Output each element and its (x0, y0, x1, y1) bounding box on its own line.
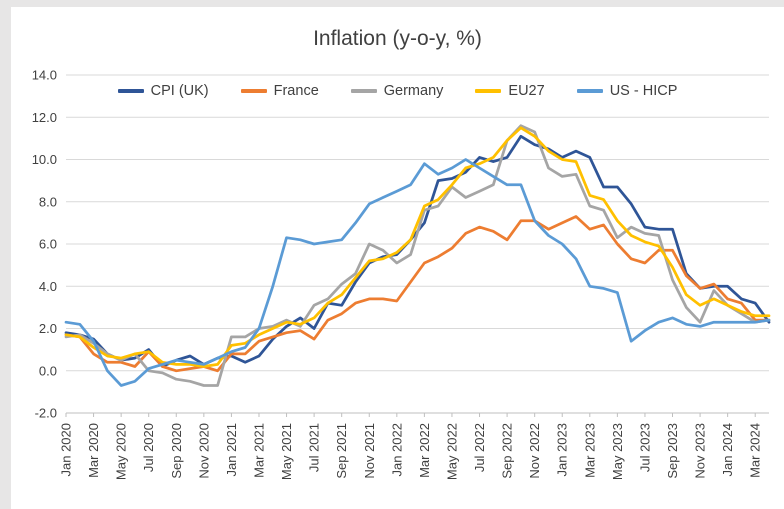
x-tick-label: May 2021 (279, 423, 294, 480)
x-tick-label: Nov 2020 (196, 423, 211, 479)
series-line-france (64, 215, 771, 373)
x-tick-label: May 2022 (444, 423, 459, 480)
x-tick-label: Nov 2022 (527, 423, 542, 479)
x-tick-label: Jul 2020 (141, 423, 156, 472)
x-tick-label: May 2020 (114, 423, 129, 480)
x-tick-label: Jan 2023 (555, 423, 570, 477)
x-tick-label: Mar 2020 (86, 423, 101, 478)
x-tick-label: Jan 2022 (389, 423, 404, 477)
x-tick-label: Jan 2021 (224, 423, 239, 477)
x-tick-label: Mar 2021 (251, 423, 266, 478)
series-line-us-hicp (64, 158, 771, 387)
legend-swatch (576, 89, 603, 93)
legend-swatch (240, 89, 267, 93)
legend-label: Germany (383, 83, 444, 99)
series-line-germany (64, 124, 771, 387)
y-tick-label: 12.0 (32, 110, 57, 125)
x-tick-label: Jul 2023 (637, 423, 652, 472)
chart-title: Inflation (y-o-y, %) (313, 27, 482, 50)
legend-swatch (475, 89, 502, 93)
x-tick-label: Sep 2023 (665, 423, 680, 479)
x-tick-label: Sep 2022 (500, 423, 515, 479)
legend-label: France (273, 83, 319, 99)
y-tick-label: 2.0 (39, 321, 57, 336)
legend-item-us-hicp: US - HICP (576, 83, 678, 99)
series-line-eu27 (64, 126, 771, 368)
x-tick-label: Jul 2022 (472, 423, 487, 472)
legend-label: EU27 (508, 83, 545, 99)
y-tick-label: 0.0 (39, 363, 57, 378)
y-tick-label: 8.0 (39, 194, 57, 209)
legend-swatch (117, 89, 144, 93)
x-tick-label: Sep 2020 (169, 423, 184, 479)
y-tick-label: -2.0 (35, 406, 57, 421)
x-tick-label: Jan 2024 (720, 423, 735, 477)
chart-canvas: Inflation (y-o-y, %) CPI (UK) France Germa… (11, 7, 784, 509)
x-tick-label: Mar 2024 (748, 423, 763, 478)
x-tick-label: May 2023 (610, 423, 625, 480)
legend-item-france: France (240, 83, 319, 99)
legend-item-germany: Germany (350, 83, 444, 99)
y-tick-label: 4.0 (39, 279, 57, 294)
x-tick-label: Nov 2023 (693, 423, 708, 479)
y-tick-label: 10.0 (32, 152, 57, 167)
y-tick-label: 14.0 (32, 68, 57, 83)
legend-swatch (350, 89, 377, 93)
x-tick-label: Jul 2021 (307, 423, 322, 472)
x-tick-label: Jan 2020 (59, 423, 74, 477)
x-tick-label: Nov 2021 (362, 423, 377, 479)
chart-plot: -2.0 0.0 2.0 4.0 6.0 8.0 10.0 12.0 14.0 Jan 2020 M… (32, 68, 771, 480)
legend-item-eu27: EU27 (475, 83, 545, 99)
legend-item-cpi-uk: CPI (UK) (117, 83, 209, 99)
x-tick-label: Mar 2023 (582, 423, 597, 478)
x-tick-label: Sep 2021 (334, 423, 349, 479)
legend-label: US - HICP (609, 83, 678, 99)
x-tick-label: Mar 2022 (417, 423, 432, 478)
y-tick-label: 6.0 (39, 237, 57, 252)
legend-label: CPI (UK) (150, 83, 209, 99)
chart-legend: CPI (UK) France Germany EU27 US - HICP (11, 81, 784, 101)
